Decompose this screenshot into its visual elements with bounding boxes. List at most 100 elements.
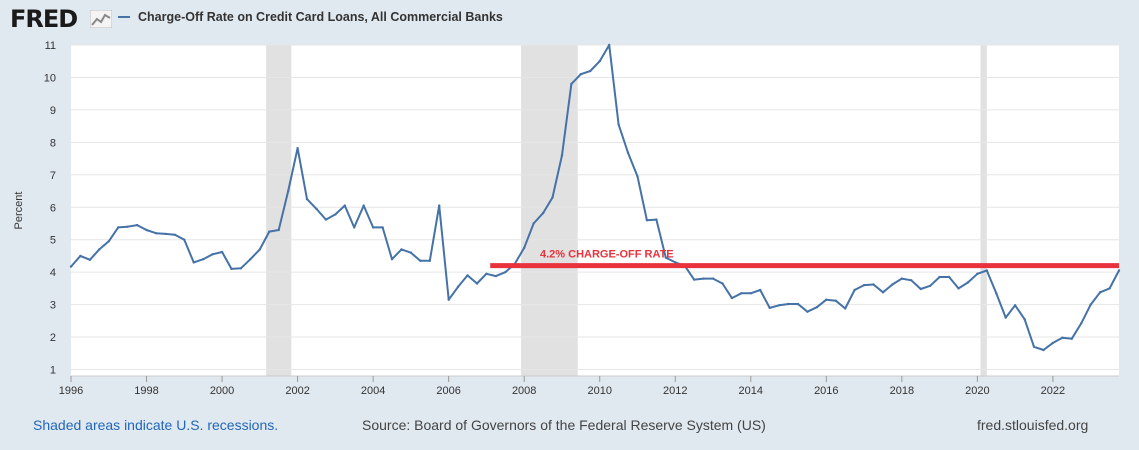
data-point: [740, 292, 743, 295]
data-point: [834, 299, 837, 302]
data-point: [570, 82, 573, 86]
series-line-0: [70, 44, 1120, 351]
data-point: [1117, 269, 1121, 272]
data-point: [589, 69, 592, 73]
data-point: [466, 274, 469, 277]
legend-swatch: [118, 15, 130, 18]
x-tick-label-2000: 2000: [210, 385, 234, 397]
data-point: [976, 272, 979, 275]
y-tick-label-4: 4: [50, 267, 56, 279]
data-point: [258, 248, 261, 251]
y-tick-label-8: 8: [50, 137, 56, 149]
data-point: [1061, 336, 1064, 339]
data-point: [173, 233, 177, 236]
data-point: [853, 288, 856, 292]
data-point: [69, 265, 73, 268]
data-point: [608, 43, 611, 47]
data-point: [1108, 287, 1111, 290]
data-point: [702, 277, 705, 280]
data-point: [1080, 322, 1083, 325]
data-point: [796, 302, 800, 306]
x-tick-label-2012: 2012: [663, 385, 687, 397]
fred-chart-icon: [90, 10, 112, 28]
data-point: [730, 296, 734, 300]
data-point: [910, 279, 913, 282]
y-tick-label-10: 10: [44, 72, 56, 84]
x-tick-label-1996: 1996: [59, 385, 83, 397]
data-point: [806, 310, 809, 313]
y-tick-label-7: 7: [50, 170, 56, 182]
data-point: [268, 230, 271, 233]
data-point: [117, 226, 120, 229]
data-point: [145, 228, 148, 232]
line-chart: 1 2 3 4 5 6 7 8 9 10 11 1996 1998 2000 2002 2004 2006 200…: [13, 40, 1121, 397]
data-point: [164, 232, 167, 236]
data-point: [409, 251, 413, 254]
data-point: [721, 282, 724, 285]
data-point: [362, 204, 365, 207]
annotation-label: 4.2% CHARGE-OFF RATE: [540, 249, 674, 261]
x-tick-label-2008: 2008: [512, 385, 536, 397]
x-tick-label-2018: 2018: [890, 385, 914, 397]
x-tick-label-2004: 2004: [361, 385, 385, 397]
y-tick-label-9: 9: [50, 105, 56, 117]
data-point: [296, 147, 299, 150]
x-tick-label-2020: 2020: [965, 385, 989, 397]
fred-logo[interactable]: FRED: [10, 5, 78, 33]
data-point: [135, 223, 139, 227]
data-point: [202, 258, 205, 261]
x-tick-label-2010: 2010: [587, 385, 611, 397]
data-point: [485, 272, 488, 275]
recession-band-2: [980, 45, 987, 376]
legend-series-label: Charge-Off Rate on Credit Card Loans, Al…: [138, 9, 503, 24]
data-point: [1004, 316, 1007, 319]
data-point: [891, 283, 894, 286]
x-tick-label-2016: 2016: [814, 385, 838, 397]
chart-legend: Charge-Off Rate on Credit Card Loans, Al…: [118, 8, 503, 26]
data-point: [353, 226, 356, 229]
data-point: [655, 218, 658, 221]
y-tick-label-11: 11: [45, 40, 56, 52]
data-point: [315, 207, 318, 211]
site-link[interactable]: fred.stlouisfed.org: [977, 417, 1089, 433]
data-point: [674, 261, 677, 264]
data-point: [1023, 318, 1026, 321]
x-tick-label-1998: 1998: [134, 385, 158, 397]
data-point: [475, 282, 479, 285]
data-point: [947, 275, 951, 279]
data-point: [919, 287, 922, 291]
data-point: [1032, 345, 1036, 348]
data-point: [1013, 304, 1017, 307]
y-tick-label-1: 1: [50, 365, 56, 377]
data-point: [400, 248, 403, 251]
data-point: [1051, 341, 1055, 345]
y-tick-label-3: 3: [50, 300, 56, 312]
data-point: [664, 256, 667, 259]
data-point: [1089, 303, 1092, 306]
plot-area: [71, 45, 1119, 376]
data-point: [324, 218, 328, 221]
data-point: [749, 292, 752, 295]
data-point: [862, 283, 866, 287]
data-point: [79, 254, 82, 258]
data-point: [88, 258, 92, 261]
x-tick-label-2006: 2006: [436, 385, 460, 397]
data-point: [636, 175, 639, 178]
x-tick-label-2014: 2014: [739, 385, 763, 397]
data-point: [1042, 348, 1045, 352]
data-point: [438, 204, 441, 207]
x-tick-label-2022: 2022: [1041, 385, 1065, 397]
recessions-note[interactable]: Shaded areas indicate U.S. recessions.: [33, 417, 279, 433]
data-point: [1098, 291, 1102, 294]
data-point: [966, 281, 970, 284]
data-point: [98, 248, 101, 251]
data-point: [456, 285, 460, 288]
data-point: [192, 261, 195, 264]
data-point: [126, 225, 129, 228]
data-point: [900, 277, 903, 280]
data-point: [239, 267, 243, 270]
data-point: [768, 306, 771, 310]
data-point: [938, 275, 941, 279]
data-point: [995, 292, 998, 295]
y-tick-label-5: 5: [50, 235, 56, 247]
